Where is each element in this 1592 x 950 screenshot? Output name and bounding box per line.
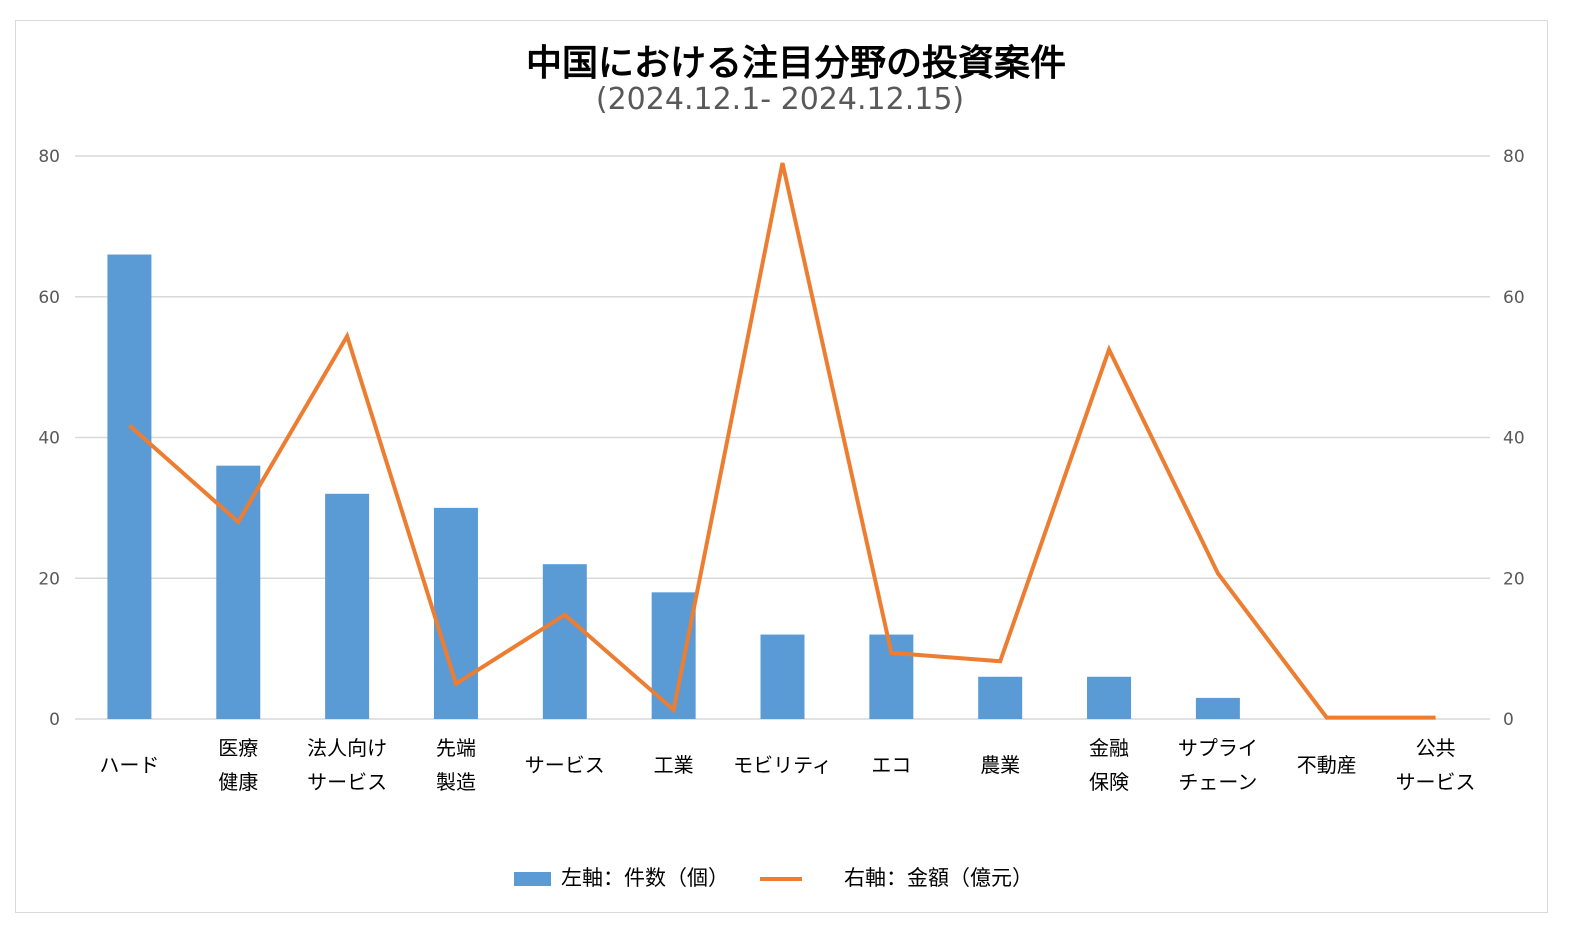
legend-item-line: 右軸：金額（億元）	[760, 862, 1033, 892]
x-category-label: ハード	[99, 753, 159, 777]
chart-title: 中国における注目分野の投資案件	[525, 43, 1066, 84]
legend-swatch-line	[760, 877, 802, 881]
x-category-label: モビリティ	[733, 753, 832, 777]
x-category-label: サプライ	[1178, 736, 1258, 760]
x-category-label: 法人向け	[307, 736, 387, 760]
x-category-label: 製造	[436, 770, 476, 794]
x-category-label: 不動産	[1297, 753, 1357, 777]
x-category-label: 医療	[218, 736, 258, 760]
x-category-label: 工業	[654, 753, 694, 777]
bar	[1087, 676, 1132, 719]
bar	[760, 634, 805, 719]
legend-label-line: 右軸：金額（億元）	[844, 866, 1033, 890]
y-left-tick-label: 80	[38, 147, 60, 167]
x-category-label: エコ	[871, 753, 911, 777]
y-right-tick-label: 60	[1503, 288, 1525, 308]
y-right-tick-label: 0	[1503, 710, 1514, 730]
x-category-label: サービス	[525, 753, 605, 777]
legend-label-bar: 左軸：件数（個）	[561, 866, 729, 890]
legend-item-bar: 左軸：件数（個）	[514, 862, 729, 892]
legend-swatch-bar	[514, 872, 551, 886]
y-left-tick-label: 0	[49, 710, 60, 730]
x-category-label: 先端	[436, 736, 476, 760]
y-left-tick-label: 40	[38, 429, 60, 449]
bar	[542, 564, 587, 719]
bar	[433, 507, 478, 719]
bar	[1195, 697, 1240, 719]
x-category-label: チェーン	[1178, 770, 1257, 794]
bar	[978, 676, 1023, 719]
x-category-label: サービス	[1396, 770, 1476, 794]
x-category-label: 健康	[218, 770, 258, 794]
x-category-label: サービス	[307, 770, 387, 794]
y-left-tick-label: 60	[38, 288, 60, 308]
bar	[216, 465, 261, 719]
y-right-tick-label: 20	[1503, 569, 1525, 589]
x-category-label: 金融	[1089, 736, 1129, 760]
chart-subtitle: (2024.12.1- 2024.12.15)	[595, 82, 965, 117]
y-left-tick-label: 20	[38, 569, 60, 589]
y-right-tick-label: 40	[1503, 429, 1525, 449]
bar	[325, 493, 370, 719]
chart-frame	[15, 20, 1548, 913]
x-category-label: 公共	[1416, 736, 1456, 760]
bar	[107, 254, 152, 719]
x-category-label: 農業	[980, 753, 1020, 777]
x-category-label: 保険	[1089, 770, 1129, 794]
y-right-tick-label: 80	[1503, 147, 1525, 167]
